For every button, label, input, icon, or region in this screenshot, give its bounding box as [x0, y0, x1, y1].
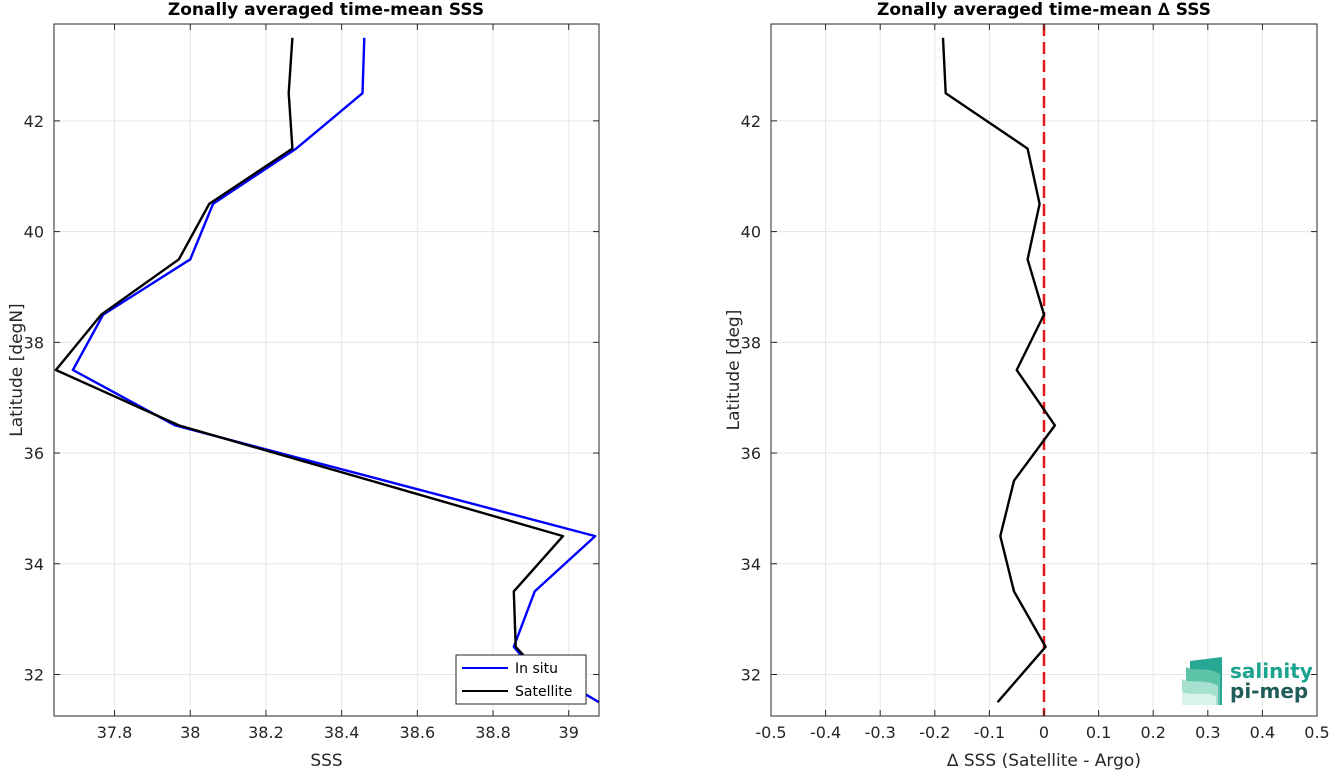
series-line-satellite	[54, 37, 565, 656]
y-tick-label-32: 32	[24, 665, 44, 684]
y-tick-label-40: 40	[741, 223, 761, 242]
axes-box	[53, 23, 600, 717]
x-tick-label-38: 38	[180, 723, 200, 742]
x-tick-label-0-5: -0.5	[755, 723, 786, 742]
plot-area	[54, 24, 599, 716]
salinity-pi-mep-logo: salinity pi-mep	[1182, 657, 1313, 705]
y-axis-label: Latitude [degN]	[7, 303, 27, 436]
y-tick-label-34: 34	[24, 555, 44, 574]
x-axis-label: SSS	[310, 751, 342, 770]
y-tick-label-42: 42	[24, 112, 44, 131]
x-tick-label-0-4: 0.4	[1250, 723, 1275, 742]
chart-title: Zonally averaged time-mean ∆ SSS	[877, 0, 1211, 20]
logo-text-line2: pi-mep	[1230, 679, 1308, 703]
y-tick-label-40: 40	[24, 223, 44, 242]
panel-sss-profile: 37.8 38 38.2 38.4 38.6 38.8 39 32 34 36 38 40 42 Zona…	[7, 0, 600, 770]
logo-text-line1: salinity	[1230, 659, 1313, 683]
legend-label-in-situ: In situ	[515, 661, 558, 677]
series-line-in-situ	[71, 37, 599, 704]
y-tick-label-38: 38	[741, 333, 761, 352]
logo-wave-icon	[1182, 657, 1222, 705]
y-tick-label-36: 36	[741, 444, 761, 463]
x-tick-label-38-6: 38.6	[400, 723, 436, 742]
y-tick-label-38: 38	[24, 333, 44, 352]
legend-label-satellite: Satellite	[515, 684, 572, 700]
y-tick-label-32: 32	[741, 665, 761, 684]
y-tick-label-36: 36	[24, 444, 44, 463]
x-axis-label: ∆ SSS (Satellite - Argo)	[946, 751, 1141, 770]
y-tick-label-42: 42	[741, 112, 761, 131]
x-tick-label-0-5: 0.5	[1304, 723, 1329, 742]
x-tick-label-0: 0	[1039, 723, 1049, 742]
x-tick-label-0-2: 0.2	[1140, 723, 1165, 742]
x-tick-label-0-1: -0.1	[974, 723, 1005, 742]
y-axis-label: Latitude [deg]	[724, 310, 744, 431]
y-tick-label-34: 34	[741, 555, 761, 574]
legend-box	[455, 654, 587, 705]
x-tick-label-0-2: -0.2	[919, 723, 950, 742]
x-tick-label-38-8: 38.8	[475, 723, 511, 742]
x-tick-label-0-3: -0.3	[865, 723, 896, 742]
x-tick-label-0-3: 0.3	[1195, 723, 1220, 742]
panel-delta-sss-profile: -0.5 -0.4 -0.3 -0.2 -0.1 0 0.1 0.2 0.3 0.4 0.5 32 34…	[724, 0, 1330, 770]
x-tick-label-39: 39	[559, 723, 579, 742]
x-tick-label-0-1: 0.1	[1086, 723, 1111, 742]
series-line-delta-sss	[941, 37, 1057, 703]
chart-title: Zonally averaged time-mean SSS	[168, 0, 484, 20]
x-tick-label-0-4: -0.4	[810, 723, 841, 742]
legend: In situ Satellite	[455, 654, 587, 705]
x-tick-label-37-8: 37.8	[97, 723, 133, 742]
x-tick-label-38-2: 38.2	[248, 723, 284, 742]
x-tick-label-38-4: 38.4	[324, 723, 360, 742]
